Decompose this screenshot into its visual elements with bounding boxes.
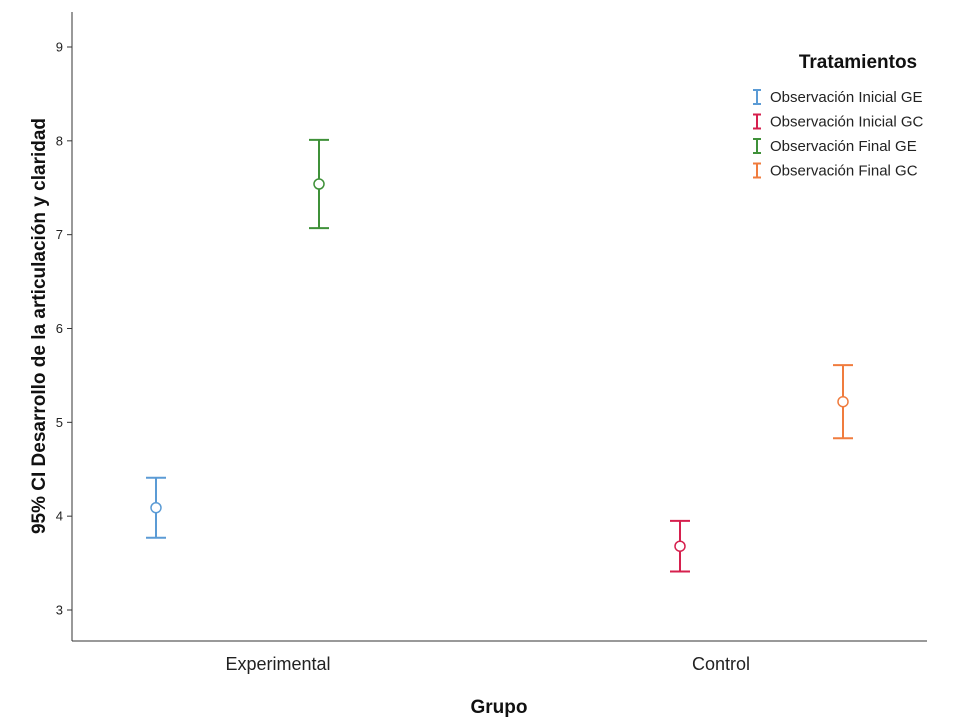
legend-item: Observación Final GE (753, 138, 917, 155)
legend: Tratamientos Observación Inicial GE Obser… (753, 52, 924, 180)
legend-item: Observación Inicial GC (753, 113, 924, 131)
x-category-label: Experimental (225, 654, 330, 674)
legend-label: Observación Final GC (770, 163, 918, 180)
error-bar (833, 364, 853, 440)
mean-point (313, 178, 325, 190)
error-bar (670, 519, 690, 573)
mean-point (674, 540, 686, 552)
y-tick-label: 3 (56, 603, 63, 618)
x-axis-title: Grupo (471, 697, 528, 718)
y-tick-label: 6 (56, 321, 63, 336)
y-tick-label: 9 (56, 40, 63, 55)
y-tick-label: 8 (56, 133, 63, 148)
legend-label: Observación Inicial GC (770, 114, 924, 131)
legend-item: Observación Final GC (753, 162, 918, 180)
error-bar (309, 138, 329, 230)
y-axis-title: 95% CI Desarrollo de la articulación y c… (29, 118, 50, 534)
mean-point (150, 501, 162, 514)
y-tick-label: 4 (56, 509, 63, 524)
mean-point (837, 395, 849, 408)
y-tick-label: 7 (56, 227, 63, 242)
legend-label: Observación Inicial GE (770, 89, 923, 106)
y-tick-label: 5 (56, 415, 63, 430)
x-category-label: Control (692, 654, 750, 674)
y-tick-labels: 3 4 5 6 7 8 9 (56, 40, 72, 618)
legend-item: Observación Inicial GE (753, 89, 923, 106)
legend-label: Observación Final GE (770, 138, 917, 155)
legend-title: Tratamientos (799, 52, 917, 73)
error-bar (146, 476, 166, 539)
x-category-labels: Experimental Control (225, 654, 750, 674)
error-bars (146, 138, 853, 573)
axes (71, 12, 927, 642)
